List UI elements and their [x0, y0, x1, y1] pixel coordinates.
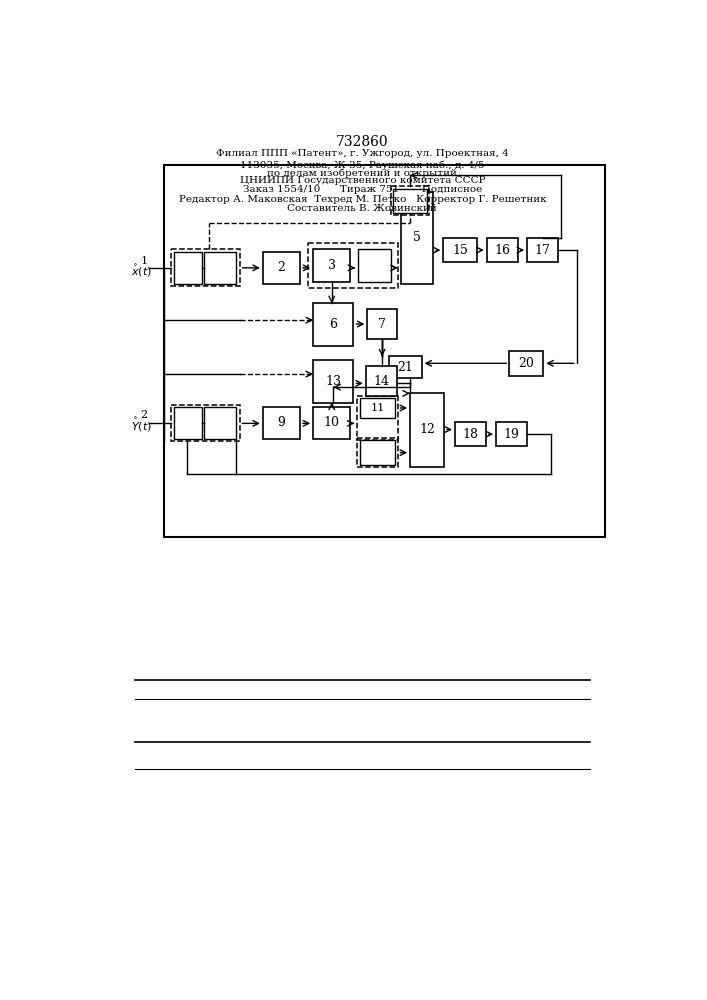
Bar — [313, 407, 351, 439]
Text: по делам изобретений и открытий: по делам изобретений и открытий — [267, 168, 457, 178]
Text: $\overset{\circ}{x}(t)$: $\overset{\circ}{x}(t)$ — [131, 262, 151, 280]
Bar — [366, 366, 397, 396]
Bar — [163, 165, 605, 537]
Bar — [360, 398, 395, 418]
Bar — [313, 360, 354, 403]
Bar — [204, 407, 236, 439]
Bar — [263, 252, 300, 284]
Bar — [401, 192, 433, 284]
Text: 7: 7 — [378, 318, 386, 331]
Bar — [389, 356, 421, 378]
Bar — [313, 249, 351, 282]
Bar — [393, 189, 427, 213]
Text: 11: 11 — [370, 403, 385, 413]
Bar — [174, 407, 201, 439]
Text: 3: 3 — [328, 259, 336, 272]
Bar — [308, 243, 397, 288]
Text: 15: 15 — [452, 244, 468, 257]
Bar — [527, 238, 558, 262]
Bar — [358, 249, 391, 282]
Text: 12: 12 — [419, 423, 435, 436]
Bar — [443, 238, 477, 262]
Bar — [368, 309, 397, 339]
Text: 17: 17 — [534, 244, 551, 257]
Text: 732860: 732860 — [336, 135, 388, 149]
Text: 18: 18 — [462, 428, 479, 441]
Bar — [204, 252, 236, 284]
Bar — [410, 393, 444, 466]
Text: 16: 16 — [494, 244, 510, 257]
Text: 5: 5 — [413, 231, 421, 244]
Bar — [391, 186, 429, 215]
Text: 2: 2 — [141, 410, 148, 420]
Text: Редактор А. Маковская  Техред М. Петко   Корректор Г. Решетник: Редактор А. Маковская Техред М. Петко Ко… — [179, 195, 546, 204]
Text: 13: 13 — [325, 375, 341, 388]
Text: 14: 14 — [373, 375, 390, 388]
Text: 1: 1 — [141, 256, 148, 266]
Bar — [455, 422, 486, 446]
Text: Филиал ППП «Патент», г. Ужгород, ул. Проектная, 4: Филиал ППП «Патент», г. Ужгород, ул. Про… — [216, 149, 509, 158]
Bar — [174, 252, 201, 284]
Text: 21: 21 — [397, 361, 414, 374]
Text: 2: 2 — [277, 261, 286, 274]
Bar — [486, 238, 518, 262]
Bar — [171, 249, 240, 286]
Bar — [263, 407, 300, 439]
Bar — [509, 351, 543, 376]
Text: 6: 6 — [329, 318, 337, 331]
Bar — [357, 396, 397, 440]
Text: ЦНИИПИ Государственного комитета СССР: ЦНИИПИ Государственного комитета СССР — [240, 176, 485, 185]
Bar — [360, 440, 395, 465]
Text: 20: 20 — [518, 357, 534, 370]
Text: Составитель В. Жовинский: Составитель В. Жовинский — [288, 204, 437, 213]
Bar — [496, 422, 527, 446]
Bar — [171, 405, 240, 441]
Bar — [313, 303, 354, 346]
Text: 9: 9 — [277, 416, 286, 429]
Bar — [357, 438, 397, 467]
Text: 10: 10 — [324, 416, 340, 429]
Text: $\overset{\circ}{Y}(t)$: $\overset{\circ}{Y}(t)$ — [131, 415, 151, 435]
Text: 113035, Москва, Ж-35, Раушская наб., д. 4/5: 113035, Москва, Ж-35, Раушская наб., д. … — [240, 161, 484, 170]
Text: 19: 19 — [503, 428, 520, 441]
Text: Заказ 1554/10      Тираж 751       Подписное: Заказ 1554/10 Тираж 751 Подписное — [243, 185, 482, 194]
